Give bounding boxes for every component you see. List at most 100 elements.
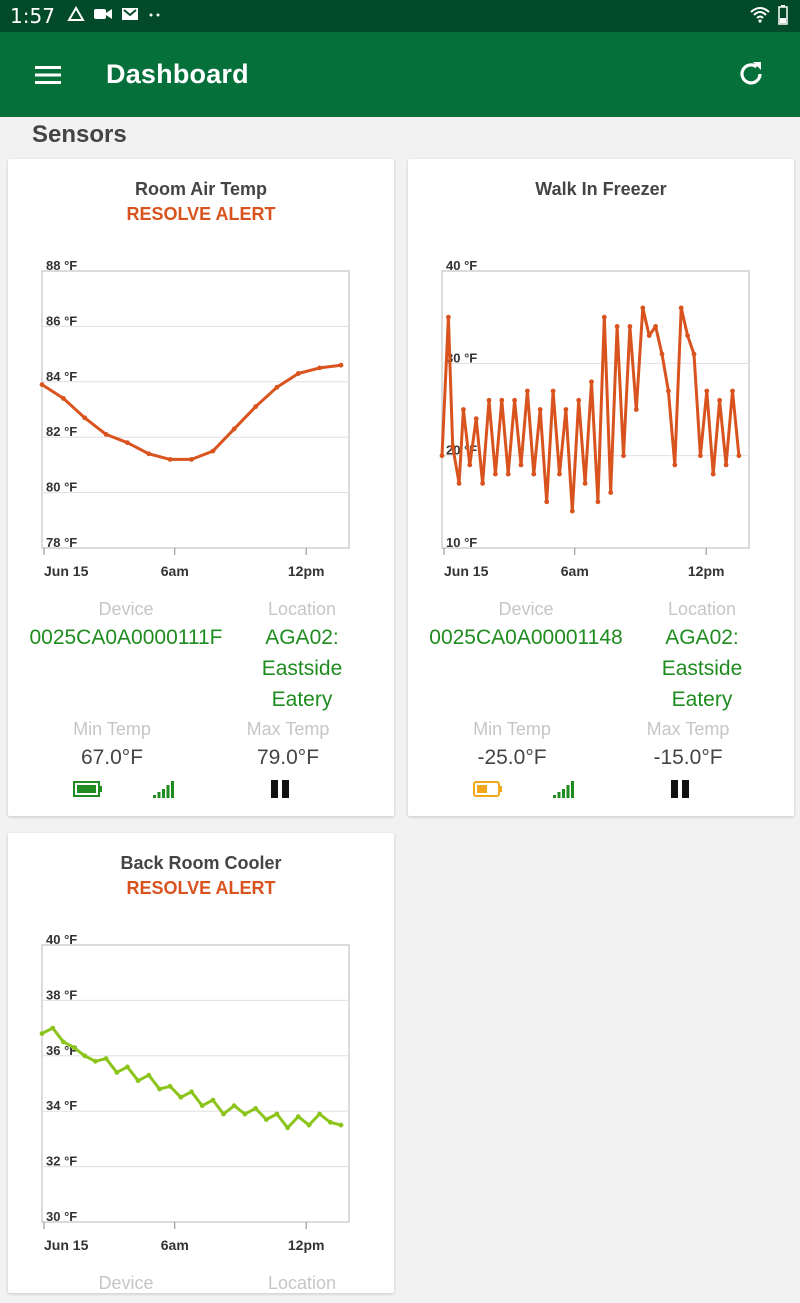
temperature-chart: 88 °F 86 °F 84 °F 82 °F 80 °F 78 °F Jun 15 6am 1…	[39, 258, 350, 579]
sensor-chart: 40 °F 38 °F 36 °F 34 °F 32 °F 30 °F Jun 15 6am 1…	[24, 919, 375, 1271]
data-point	[640, 305, 646, 311]
menu-button[interactable]	[24, 50, 74, 100]
signal-strength-icon	[153, 779, 177, 804]
series-line	[41, 1026, 342, 1130]
x-tick-label: 6am	[161, 1237, 189, 1253]
data-point	[231, 1103, 237, 1109]
data-point	[486, 397, 492, 403]
data-point	[167, 457, 173, 462]
data-point	[589, 379, 594, 385]
refresh-button[interactable]	[726, 49, 776, 99]
data-point	[653, 324, 658, 329]
location-label: Location	[267, 1273, 337, 1293]
sensor-card[interactable]: Walk In Freezer 40 °F 30 °F 20 °F 10 °F Jun …	[408, 159, 794, 816]
pause-icon[interactable]	[670, 779, 690, 804]
data-point	[295, 1114, 301, 1120]
y-tick-label: 36 °F	[46, 1043, 77, 1058]
location-line: Eatery	[271, 688, 333, 711]
refresh-icon	[740, 62, 762, 85]
data-point	[518, 462, 524, 468]
data-point	[135, 1078, 141, 1084]
min-temp-value: 67.0°F	[80, 746, 144, 769]
max-temp-value: -15.0°F	[653, 746, 723, 769]
data-point	[39, 1031, 45, 1036]
status-time: 1:57	[10, 4, 55, 28]
data-point	[71, 1045, 77, 1050]
data-point	[576, 397, 582, 403]
location-line: AGA02:	[665, 626, 739, 649]
y-tick-label: 30 °F	[446, 350, 477, 365]
sensor-card[interactable]: Room Air Temp RESOLVE ALERT 88 °F 86 °F 84…	[8, 159, 394, 816]
drive-icon	[67, 5, 85, 27]
sensor-card[interactable]: Back Room Cooler RESOLVE ALERT 40 °F 38 °…	[8, 833, 394, 1293]
data-point	[461, 407, 466, 412]
device-label: Device	[98, 599, 154, 619]
resolve-alert-link[interactable]: RESOLVE ALERT	[126, 204, 276, 224]
notification-icons	[67, 5, 163, 27]
y-tick-label: 38 °F	[46, 987, 77, 1002]
data-point	[525, 388, 530, 394]
data-point	[317, 365, 322, 371]
data-point	[704, 388, 710, 394]
battery-half-icon	[473, 780, 503, 803]
plot-frame	[41, 944, 350, 1223]
location-value: AGA02: Eastside Eatery	[224, 622, 380, 715]
y-tick-label: 10 °F	[446, 535, 477, 550]
more-dots-icon	[147, 7, 163, 25]
data-point	[512, 397, 517, 403]
x-tick-label: 12pm	[288, 1237, 325, 1253]
device-id: 0025CA0A00001148	[429, 626, 623, 649]
data-point	[730, 388, 735, 394]
data-point	[717, 397, 722, 403]
data-point	[569, 508, 575, 514]
data-point	[627, 324, 633, 329]
max-temp-value: 79.0°F	[256, 746, 320, 769]
data-point	[685, 333, 690, 338]
data-point	[103, 432, 109, 437]
x-tick-label: Jun 15	[444, 563, 489, 579]
device-id: 0025CA0A0000111F	[29, 626, 223, 649]
data-point	[710, 471, 716, 477]
data-point	[210, 448, 216, 454]
data-point	[338, 362, 344, 368]
data-point	[274, 384, 280, 390]
data-point	[167, 1083, 173, 1089]
data-point	[678, 305, 684, 311]
data-point	[621, 453, 626, 459]
mail-icon	[121, 6, 139, 27]
data-point	[61, 1039, 66, 1045]
data-point	[499, 397, 505, 403]
data-point	[544, 499, 550, 505]
video-icon	[93, 6, 113, 27]
wifi-icon	[750, 6, 770, 29]
data-point	[601, 314, 607, 320]
plot-frame	[41, 270, 350, 549]
plot-frame	[441, 270, 750, 549]
data-point	[505, 471, 511, 477]
sensor-chart: 40 °F 30 °F 20 °F 10 °F Jun 15 6am 12pm	[424, 245, 775, 597]
data-point	[338, 1122, 344, 1128]
signal-strength-icon	[553, 779, 577, 804]
x-tick-label: 6am	[161, 563, 189, 579]
pause-icon[interactable]	[270, 779, 290, 804]
data-point	[666, 388, 671, 394]
y-tick-label: 80 °F	[46, 480, 77, 495]
sensor-name: Back Room Cooler	[120, 853, 282, 873]
data-point	[327, 1119, 333, 1125]
data-point	[446, 314, 451, 320]
data-point	[456, 481, 462, 486]
y-tick-label: 32 °F	[46, 1154, 77, 1169]
data-point	[582, 481, 588, 486]
data-point	[531, 471, 537, 477]
data-point	[39, 382, 45, 387]
temperature-chart: 40 °F 38 °F 36 °F 34 °F 32 °F 30 °F Jun 15 6am 1…	[39, 932, 350, 1253]
min-temp-value: -25.0°F	[477, 746, 547, 769]
data-point	[450, 444, 456, 449]
resolve-alert-link[interactable]: RESOLVE ALERT	[126, 878, 276, 898]
data-point	[253, 1106, 258, 1111]
data-point	[723, 462, 729, 468]
data-point	[633, 407, 639, 412]
data-point	[659, 351, 665, 357]
data-point	[550, 388, 556, 394]
